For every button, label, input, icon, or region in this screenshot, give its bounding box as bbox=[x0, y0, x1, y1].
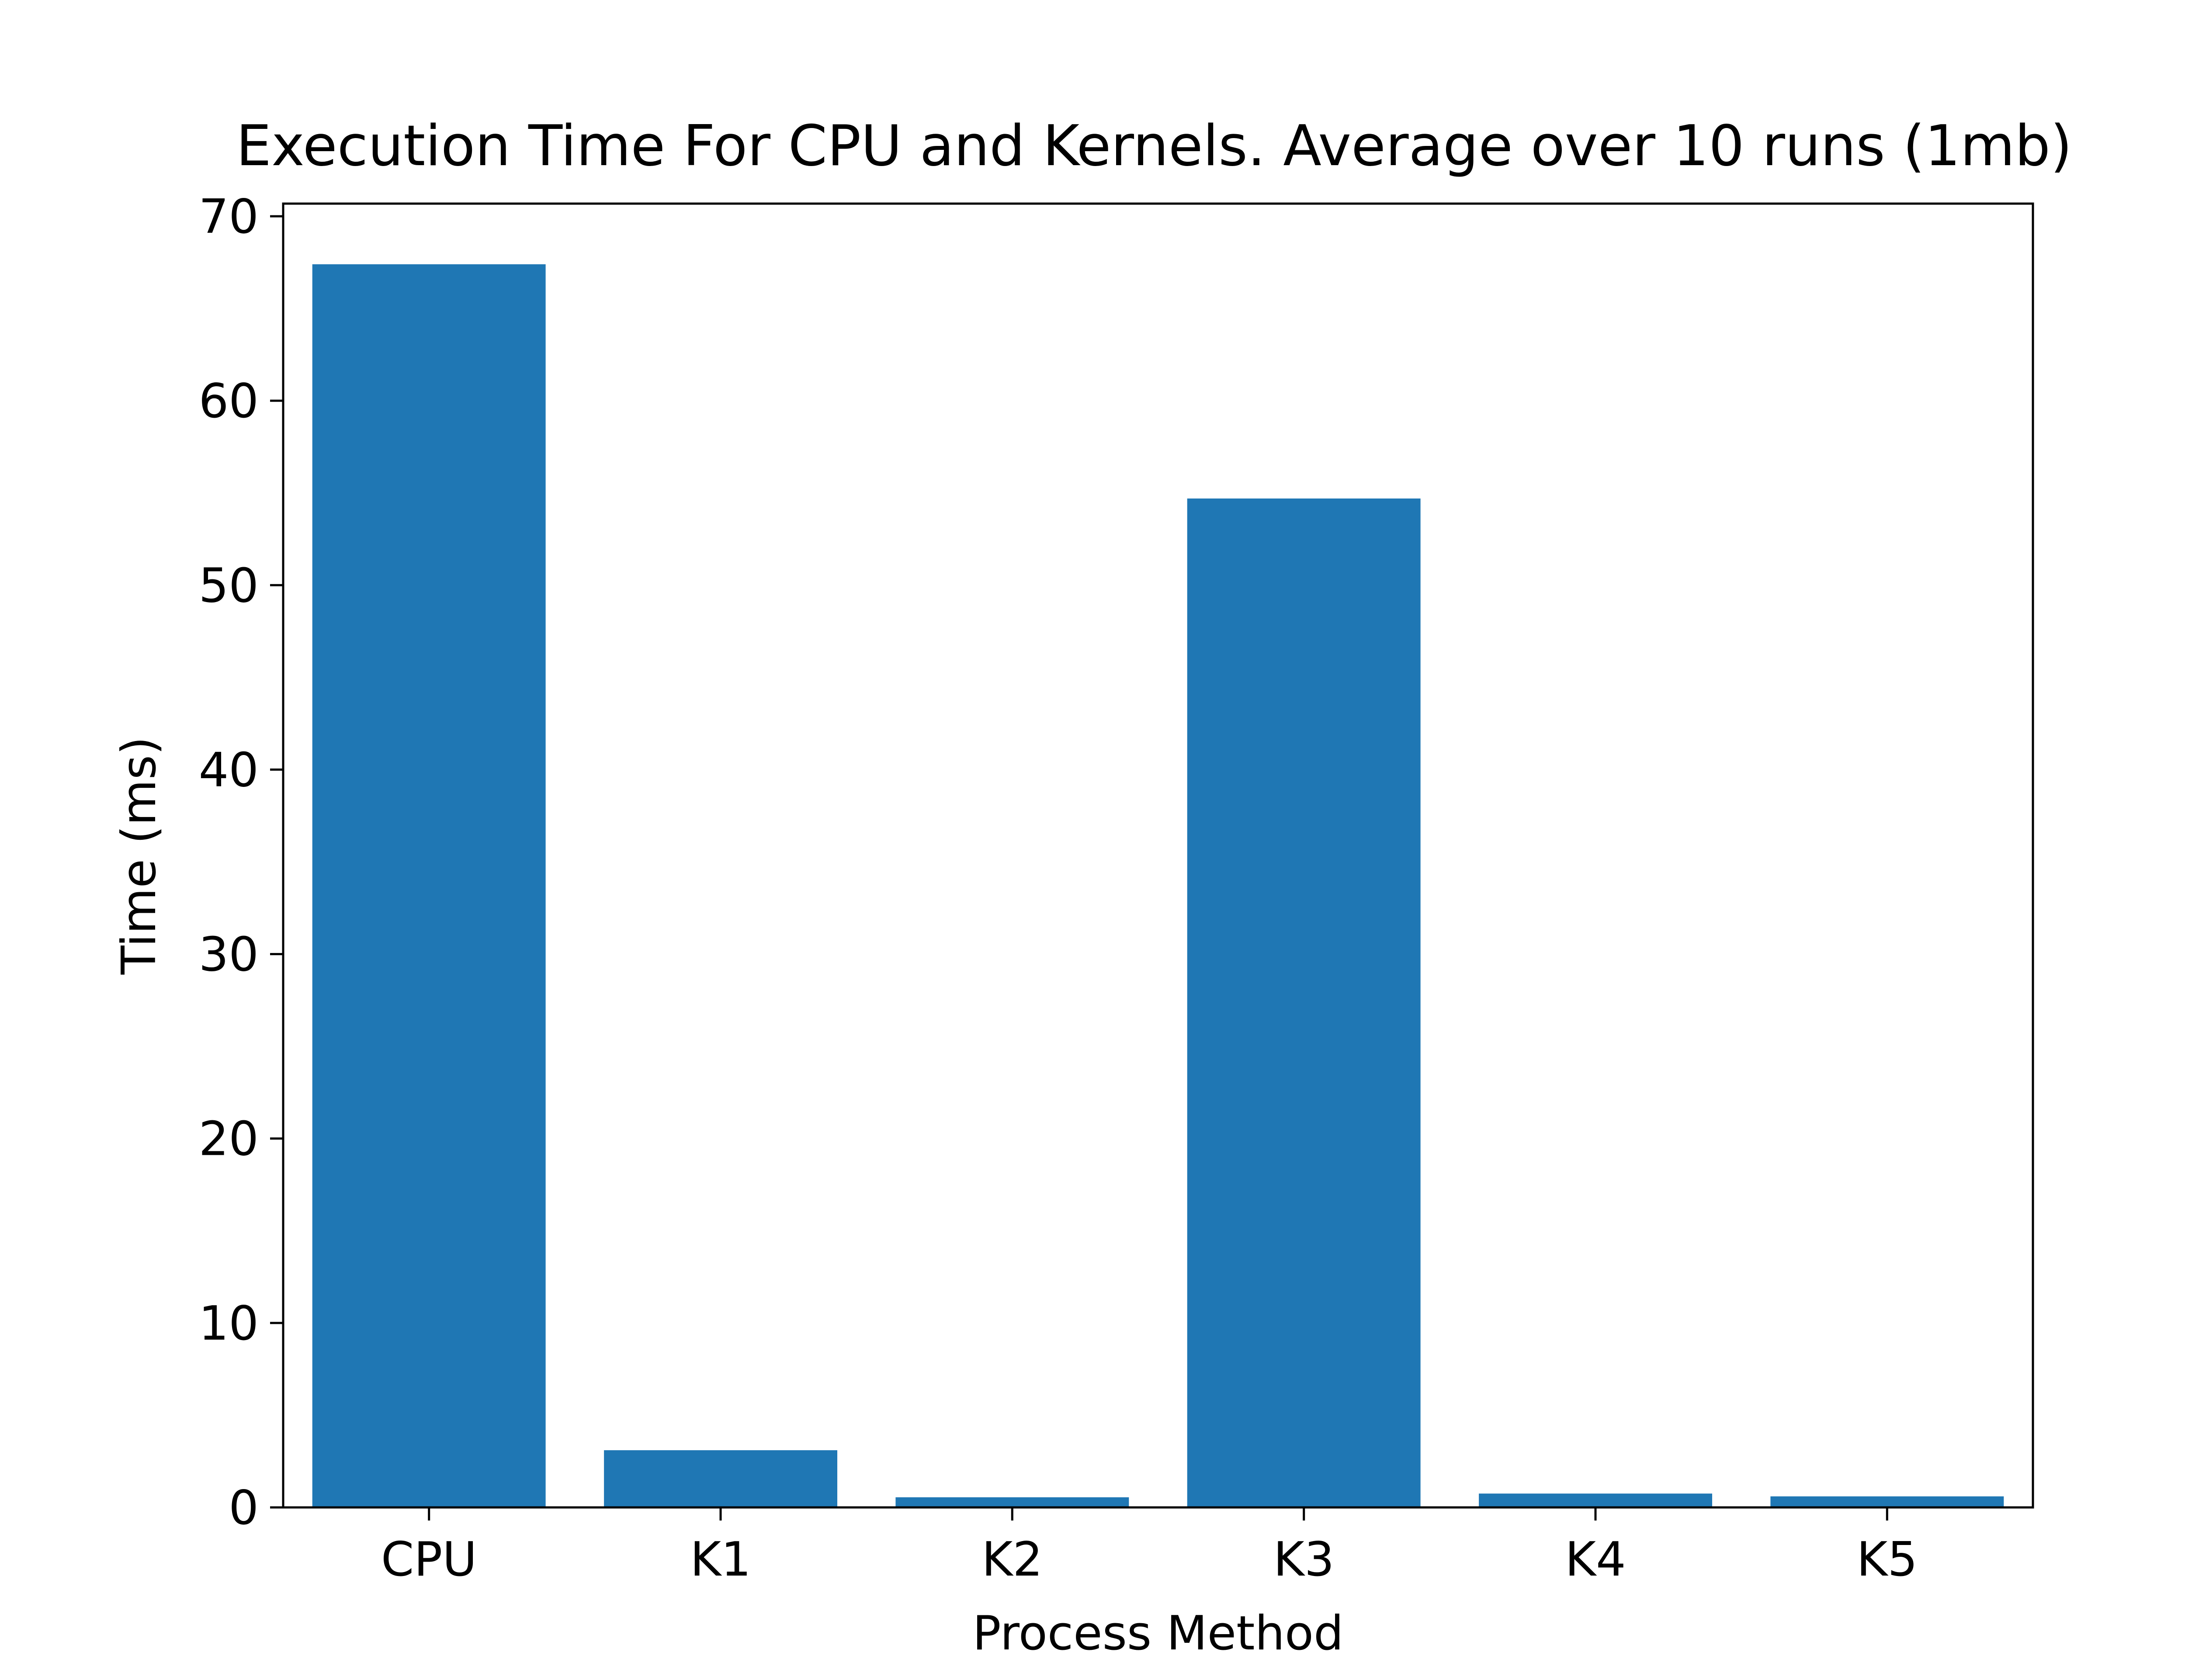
x-tick-label: CPU bbox=[381, 1532, 477, 1587]
y-axis-ticks: 0 10 20 30 40 50 60 70 bbox=[199, 190, 283, 1535]
x-tick-label: K3 bbox=[1273, 1532, 1335, 1587]
bars-group bbox=[312, 264, 2004, 1508]
chart-title: Execution Time For CPU and Kernels. Aver… bbox=[236, 114, 2072, 179]
y-axis-label: Time (ms) bbox=[112, 737, 166, 975]
x-tick-label: K4 bbox=[1565, 1532, 1626, 1587]
y-tick-label: 60 bbox=[199, 374, 259, 429]
x-axis-label: Process Method bbox=[972, 1606, 1343, 1661]
y-tick-label: 0 bbox=[229, 1481, 259, 1535]
x-tick-label: K2 bbox=[982, 1532, 1043, 1587]
bar-k5 bbox=[1770, 1496, 2004, 1507]
x-tick-label: K1 bbox=[690, 1532, 751, 1587]
x-tick-label: K5 bbox=[1857, 1532, 1918, 1587]
y-tick-label: 70 bbox=[199, 190, 259, 244]
y-tick-label: 20 bbox=[199, 1112, 259, 1167]
y-tick-label: 50 bbox=[199, 558, 259, 613]
plot-frame bbox=[282, 202, 2034, 1509]
bar-cpu bbox=[312, 264, 546, 1507]
bar-k1 bbox=[604, 1450, 837, 1507]
y-tick-label: 10 bbox=[199, 1296, 259, 1351]
y-tick-label: 30 bbox=[199, 928, 259, 982]
y-tick-label: 40 bbox=[199, 743, 259, 797]
bar-k2 bbox=[895, 1497, 1129, 1507]
x-axis-ticks: CPU K1 K2 K3 K4 K5 bbox=[381, 1507, 1918, 1587]
bar-k3 bbox=[1187, 498, 1421, 1508]
bar-k4 bbox=[1479, 1493, 1712, 1507]
